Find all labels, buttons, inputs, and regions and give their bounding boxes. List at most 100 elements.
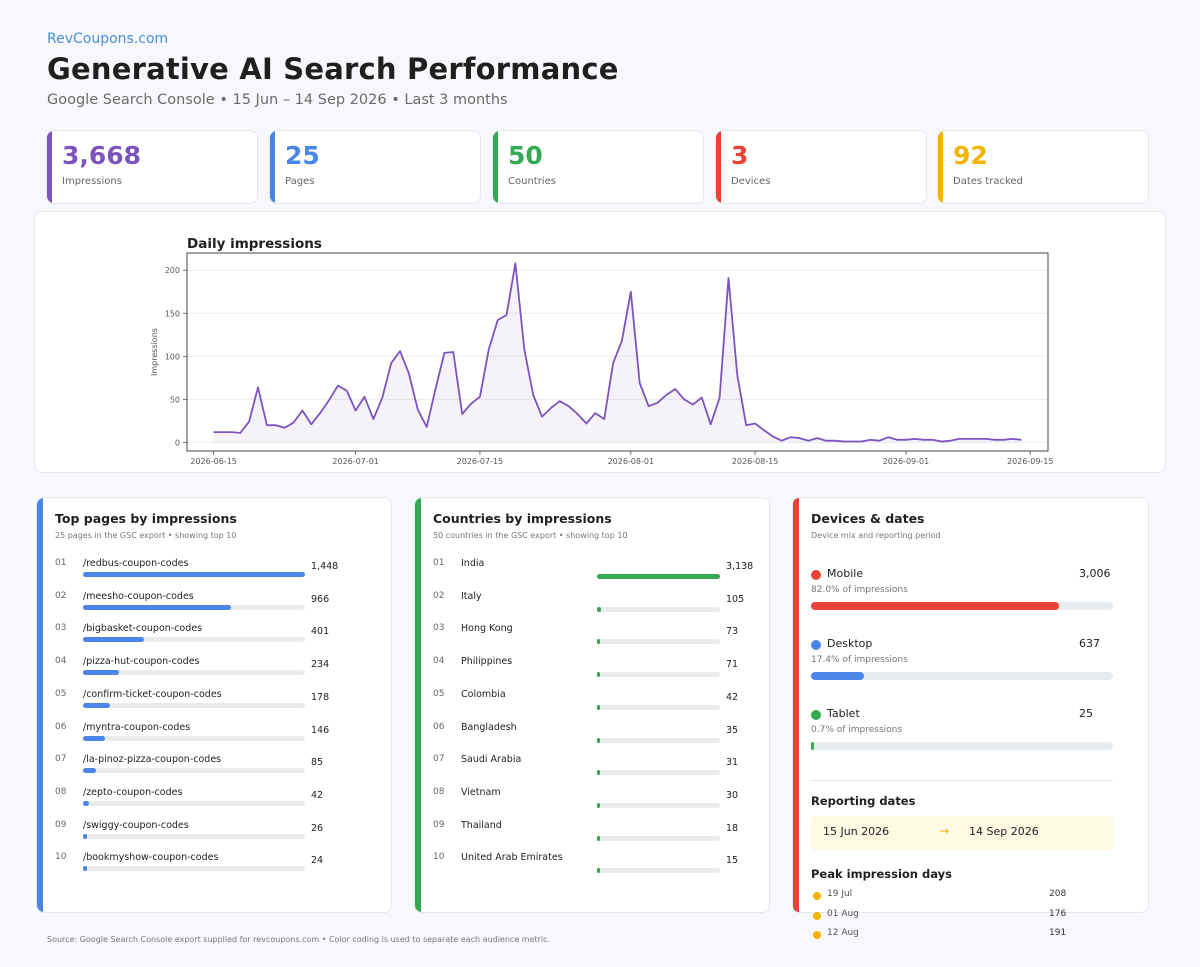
peak-dot [813, 892, 821, 900]
rank-number: 03 [55, 623, 67, 634]
bar-track [83, 572, 305, 577]
item-name: /bigbasket-coupon-codes [83, 623, 203, 635]
item-value: 35 [726, 724, 739, 736]
plot-frame [186, 252, 1049, 452]
list-item[interactable]: 04 Philippines 71 [415, 656, 769, 688]
item-name: /meesho-coupon-codes [83, 590, 194, 602]
kpi-value: 3 [731, 141, 749, 170]
list-item[interactable]: 10 United Arab Emirates 15 [415, 852, 769, 884]
kpi-card-pages: 25 Pages [269, 130, 481, 204]
list-item[interactable]: 02 Italy 105 [415, 591, 769, 623]
bar-fill [597, 672, 600, 678]
x-tick-label: 2026-09-15 [1007, 457, 1054, 466]
item-name: Colombia [461, 688, 506, 700]
page-title: Generative AI Search Performance [47, 52, 619, 86]
list-item[interactable]: 09/swiggy-coupon-codes 26 [37, 820, 391, 852]
devices-title: Devices & dates [811, 511, 925, 526]
kpi-card-countries: 50 Countries [492, 130, 704, 204]
kpi-accent [493, 131, 498, 203]
site-name[interactable]: RevCoupons.com [47, 31, 169, 47]
kpi-value: 92 [953, 141, 988, 170]
device-value: 637 [1079, 637, 1100, 650]
peak-dot [813, 931, 821, 939]
top-pages-accent [37, 498, 43, 912]
countries-accent [415, 498, 421, 912]
footer-source: Source: Google Search Console export sup… [47, 935, 551, 944]
list-item[interactable]: 04/pizza-hut-coupon-codes 234 [37, 656, 391, 688]
list-item[interactable]: 06 Bangladesh 35 [415, 722, 769, 754]
device-dot [811, 710, 821, 720]
item-value: 401 [311, 626, 330, 638]
rank-number: 05 [55, 688, 67, 699]
rank-number: 02 [433, 590, 445, 601]
top-pages-panel: Top pages by impressions 25 pages in the… [36, 497, 392, 913]
item-name: United Arab Emirates [461, 852, 563, 864]
device-bar-fill [811, 602, 1059, 610]
list-item[interactable]: 06/myntra-coupon-codes 146 [37, 722, 391, 754]
list-item[interactable]: 02/meesho-coupon-codes 966 [37, 591, 391, 623]
item-value: 42 [311, 789, 324, 801]
list-item[interactable]: 08/zepto-coupon-codes 42 [37, 787, 391, 819]
list-item[interactable]: 05/confirm-ticket-coupon-codes 178 [37, 689, 391, 721]
list-item[interactable]: 01/redbus-coupon-codes 1,448 [37, 558, 391, 590]
list-item[interactable]: 03/bigbasket-coupon-codes 401 [37, 623, 391, 655]
peak-day-item: 12 Aug 191 [811, 928, 1113, 944]
kpi-label: Devices [731, 176, 771, 187]
list-item[interactable]: 09 Thailand 18 [415, 820, 769, 852]
list-item[interactable]: 01 India 3,138 [415, 558, 769, 590]
y-tick-label: 150 [165, 309, 180, 318]
bar-track [597, 672, 720, 678]
x-tick-label: 2026-09-01 [883, 457, 930, 466]
list-item[interactable]: 03 Hong Kong 73 [415, 623, 769, 655]
kpi-accent [47, 131, 52, 203]
peak-date: 19 Jul [827, 889, 853, 899]
kpi-card-impressions: 3,668 Impressions [46, 130, 258, 204]
bar-fill [83, 637, 145, 643]
item-name: Vietnam [461, 786, 501, 798]
peak-day-item: 19 Jul 208 [811, 889, 1113, 905]
start-date: 15 Jun 2026 [823, 825, 890, 838]
bar-fill [83, 670, 119, 676]
rank-number: 06 [433, 721, 445, 732]
bar-track [83, 637, 305, 643]
x-tick-label: 2026-08-01 [608, 457, 655, 466]
bar-track [83, 866, 305, 872]
device-share: 17.4% of impressions [811, 655, 908, 665]
item-name: /redbus-coupon-codes [83, 558, 189, 569]
device-bar-track [811, 742, 1113, 750]
peak-value: 191 [1049, 928, 1067, 938]
bar-track [597, 737, 720, 743]
device-dot [811, 570, 821, 580]
devices-dates-panel: Devices & dates Device mix and reporting… [792, 497, 1149, 939]
item-name: /swiggy-coupon-codes [83, 819, 189, 831]
list-item[interactable]: 10/bookmyshow-coupon-codes 24 [37, 852, 391, 884]
list-item[interactable]: 08 Vietnam 30 [415, 787, 769, 819]
device-dot [811, 640, 821, 650]
list-item[interactable]: 07/la-pinoz-pizza-coupon-codes 85 [37, 754, 391, 786]
bar-fill [597, 835, 600, 841]
y-axis-label: Impressions [150, 328, 159, 376]
rank-number: 09 [55, 819, 67, 830]
bar-track [83, 702, 305, 708]
item-value: 1,448 [311, 561, 339, 572]
devices-accent [793, 498, 799, 912]
bar-fill [597, 639, 600, 645]
rank-number: 01 [55, 558, 67, 568]
bar-fill [597, 574, 720, 579]
list-item[interactable]: 05 Colombia 42 [415, 689, 769, 721]
bar-track [597, 835, 720, 841]
rank-number: 03 [433, 623, 445, 634]
item-value: 42 [726, 691, 739, 703]
device-share: 82.0% of impressions [811, 585, 908, 595]
item-value: 24 [311, 855, 324, 867]
countries-panel: Countries by impressions 50 countries in… [414, 497, 770, 913]
peak-date: 12 Aug [827, 928, 859, 938]
kpi-accent [716, 131, 721, 203]
list-item[interactable]: 07 Saudi Arabia 31 [415, 754, 769, 786]
kpi-value: 3,668 [62, 141, 142, 170]
series-line [213, 262, 1022, 443]
bar-track [83, 735, 305, 741]
device-name: Tablet [827, 707, 860, 720]
kpi-accent [270, 131, 275, 203]
peak-value: 176 [1049, 908, 1067, 919]
